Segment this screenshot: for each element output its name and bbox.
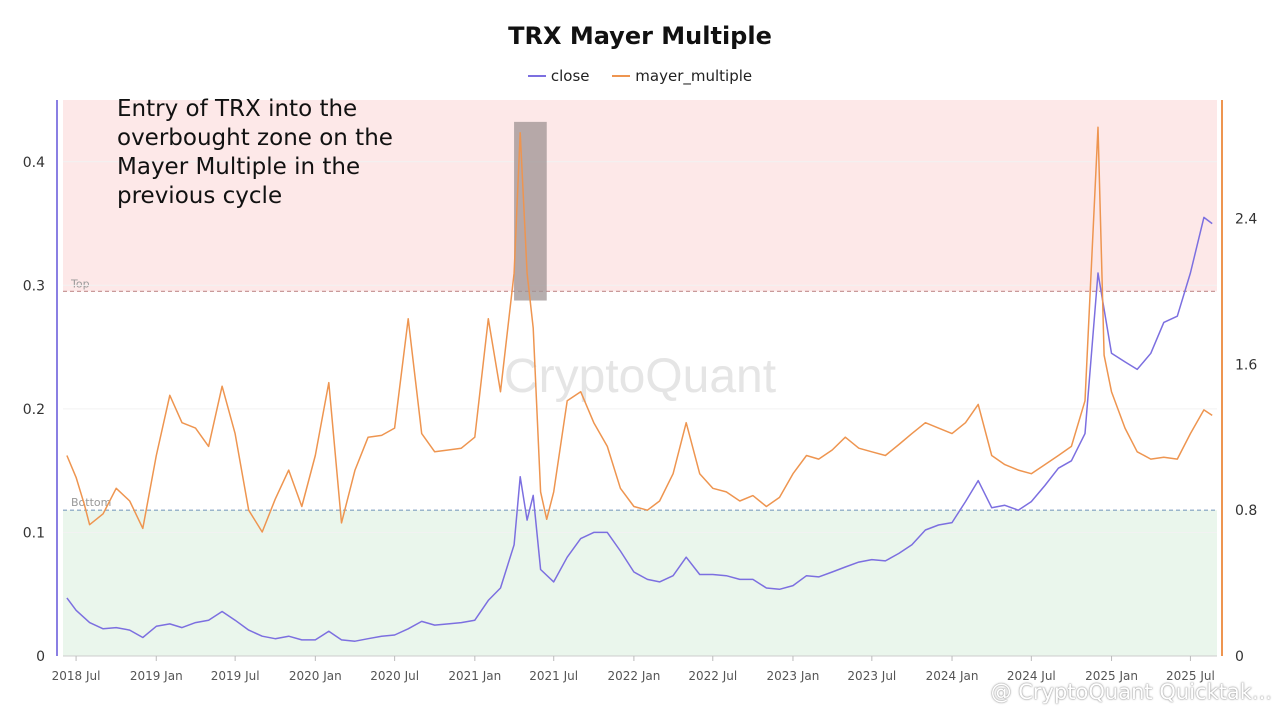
x-tick-label: 2025 Jul <box>1166 669 1215 683</box>
axes-layer: 0 0.1 0.2 0.3 0.4 0 0.8 1.6 2.4 2018 Jul 2019 Jan 2… <box>23 100 1257 683</box>
x-tick-label: 2024 Jan <box>926 669 979 683</box>
chart-title: TRX Mayer Multiple <box>508 22 772 50</box>
x-tick-label: 2024 Jul <box>1007 669 1056 683</box>
y-right-tick-label: 1.6 <box>1235 357 1257 373</box>
legend-item-close[interactable]: close <box>527 67 590 85</box>
x-tick-label: 2021 Jan <box>448 669 501 683</box>
x-tick-label: 2018 Jul <box>52 669 101 683</box>
x-tick-label: 2022 Jul <box>688 669 737 683</box>
zone-label-top: Top <box>70 277 90 290</box>
legend-label-mayer-multiple: mayer_multiple <box>635 67 753 85</box>
y-left-tick-label: 0.2 <box>23 402 45 418</box>
series-line-mayer-multiple <box>66 126 1213 533</box>
x-tick-label: 2019 Jul <box>211 669 260 683</box>
legend-swatch-close <box>527 75 546 77</box>
x-tick-label: 2022 Jan <box>607 669 660 683</box>
y-left-tick-label: 0.4 <box>23 155 45 171</box>
y-left-tick-label: 0.1 <box>23 525 45 541</box>
x-tick-label: 2023 Jan <box>767 669 820 683</box>
y-left-tick-label: 0 <box>36 649 45 665</box>
legend-item-mayer-multiple[interactable]: mayer_multiple <box>612 67 752 85</box>
footer-watermark: @ CryptoQuant Quicktak... <box>990 680 1272 704</box>
y-left-tick-label: 0.3 <box>23 278 45 294</box>
series-line-close <box>66 216 1213 642</box>
y-right-tick-label: 2.4 <box>1235 211 1257 227</box>
zone-layer: Top Bottom <box>63 100 1217 656</box>
x-tick-label: 2020 Jan <box>289 669 342 683</box>
y-right-tick-label: 0.8 <box>1235 503 1257 519</box>
annotation-text: Entry of TRX into the overbought zone on… <box>117 96 393 209</box>
x-tick-label: 2021 Jul <box>529 669 578 683</box>
legend-label-close: close <box>550 67 590 85</box>
zone-bottom <box>63 510 1217 656</box>
zone-top <box>63 100 1217 292</box>
zone-label-bottom: Bottom <box>71 496 111 509</box>
watermark: CryptoQuant <box>504 350 776 403</box>
x-tick-label: 2023 Jul <box>847 669 896 683</box>
x-tick-label: 2020 Jul <box>370 669 419 683</box>
legend: close mayer_multiple <box>0 63 1280 85</box>
legend-swatch-mayer-multiple <box>612 75 631 77</box>
y-right-tick-label: 0 <box>1235 649 1244 665</box>
x-tick-label: 2019 Jan <box>130 669 183 683</box>
x-tick-label: 2025 Jan <box>1085 669 1138 683</box>
series-layer <box>66 126 1213 642</box>
